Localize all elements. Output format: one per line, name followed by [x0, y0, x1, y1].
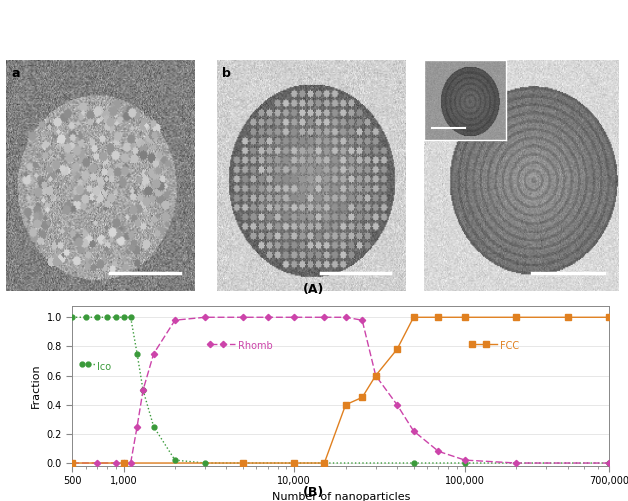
Text: Rhomb: Rhomb	[238, 341, 273, 351]
Text: (B): (B)	[303, 486, 325, 499]
Text: FCC: FCC	[500, 341, 519, 351]
Text: a: a	[12, 67, 21, 80]
Y-axis label: Fraction: Fraction	[31, 363, 41, 408]
Text: Ico: Ico	[97, 362, 111, 372]
Text: c: c	[430, 67, 437, 80]
Text: (A): (A)	[303, 283, 325, 296]
X-axis label: Number of nanoparticles: Number of nanoparticles	[271, 492, 410, 501]
Text: b: b	[222, 67, 231, 80]
